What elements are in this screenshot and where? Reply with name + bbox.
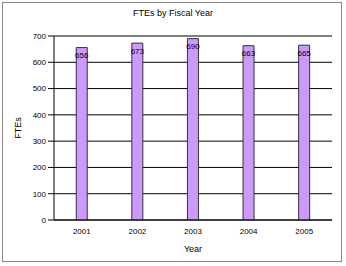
svg-text:600: 600 (33, 58, 47, 67)
svg-text:656: 656 (75, 51, 89, 60)
svg-text:2002: 2002 (129, 227, 147, 236)
svg-text:100: 100 (33, 190, 47, 199)
svg-text:665: 665 (297, 49, 311, 58)
svg-text:673: 673 (131, 47, 145, 56)
svg-text:2001: 2001 (73, 227, 91, 236)
svg-text:200: 200 (33, 163, 47, 172)
svg-text:400: 400 (33, 111, 47, 120)
svg-text:690: 690 (186, 42, 200, 51)
svg-text:2005: 2005 (295, 227, 313, 236)
svg-text:Year: Year (184, 244, 202, 254)
svg-text:500: 500 (33, 84, 47, 93)
svg-text:300: 300 (33, 137, 47, 146)
svg-text:2004: 2004 (240, 227, 258, 236)
html-text:FTEs by Fiscal Year: FTEs by Fiscal Year (133, 8, 213, 18)
svg-text:FTEs: FTEs (13, 117, 23, 139)
svg-text:0: 0 (42, 216, 47, 225)
svg-text:2003: 2003 (184, 227, 202, 236)
svg-text:663: 663 (242, 49, 256, 58)
svg-text:700: 700 (33, 32, 47, 41)
